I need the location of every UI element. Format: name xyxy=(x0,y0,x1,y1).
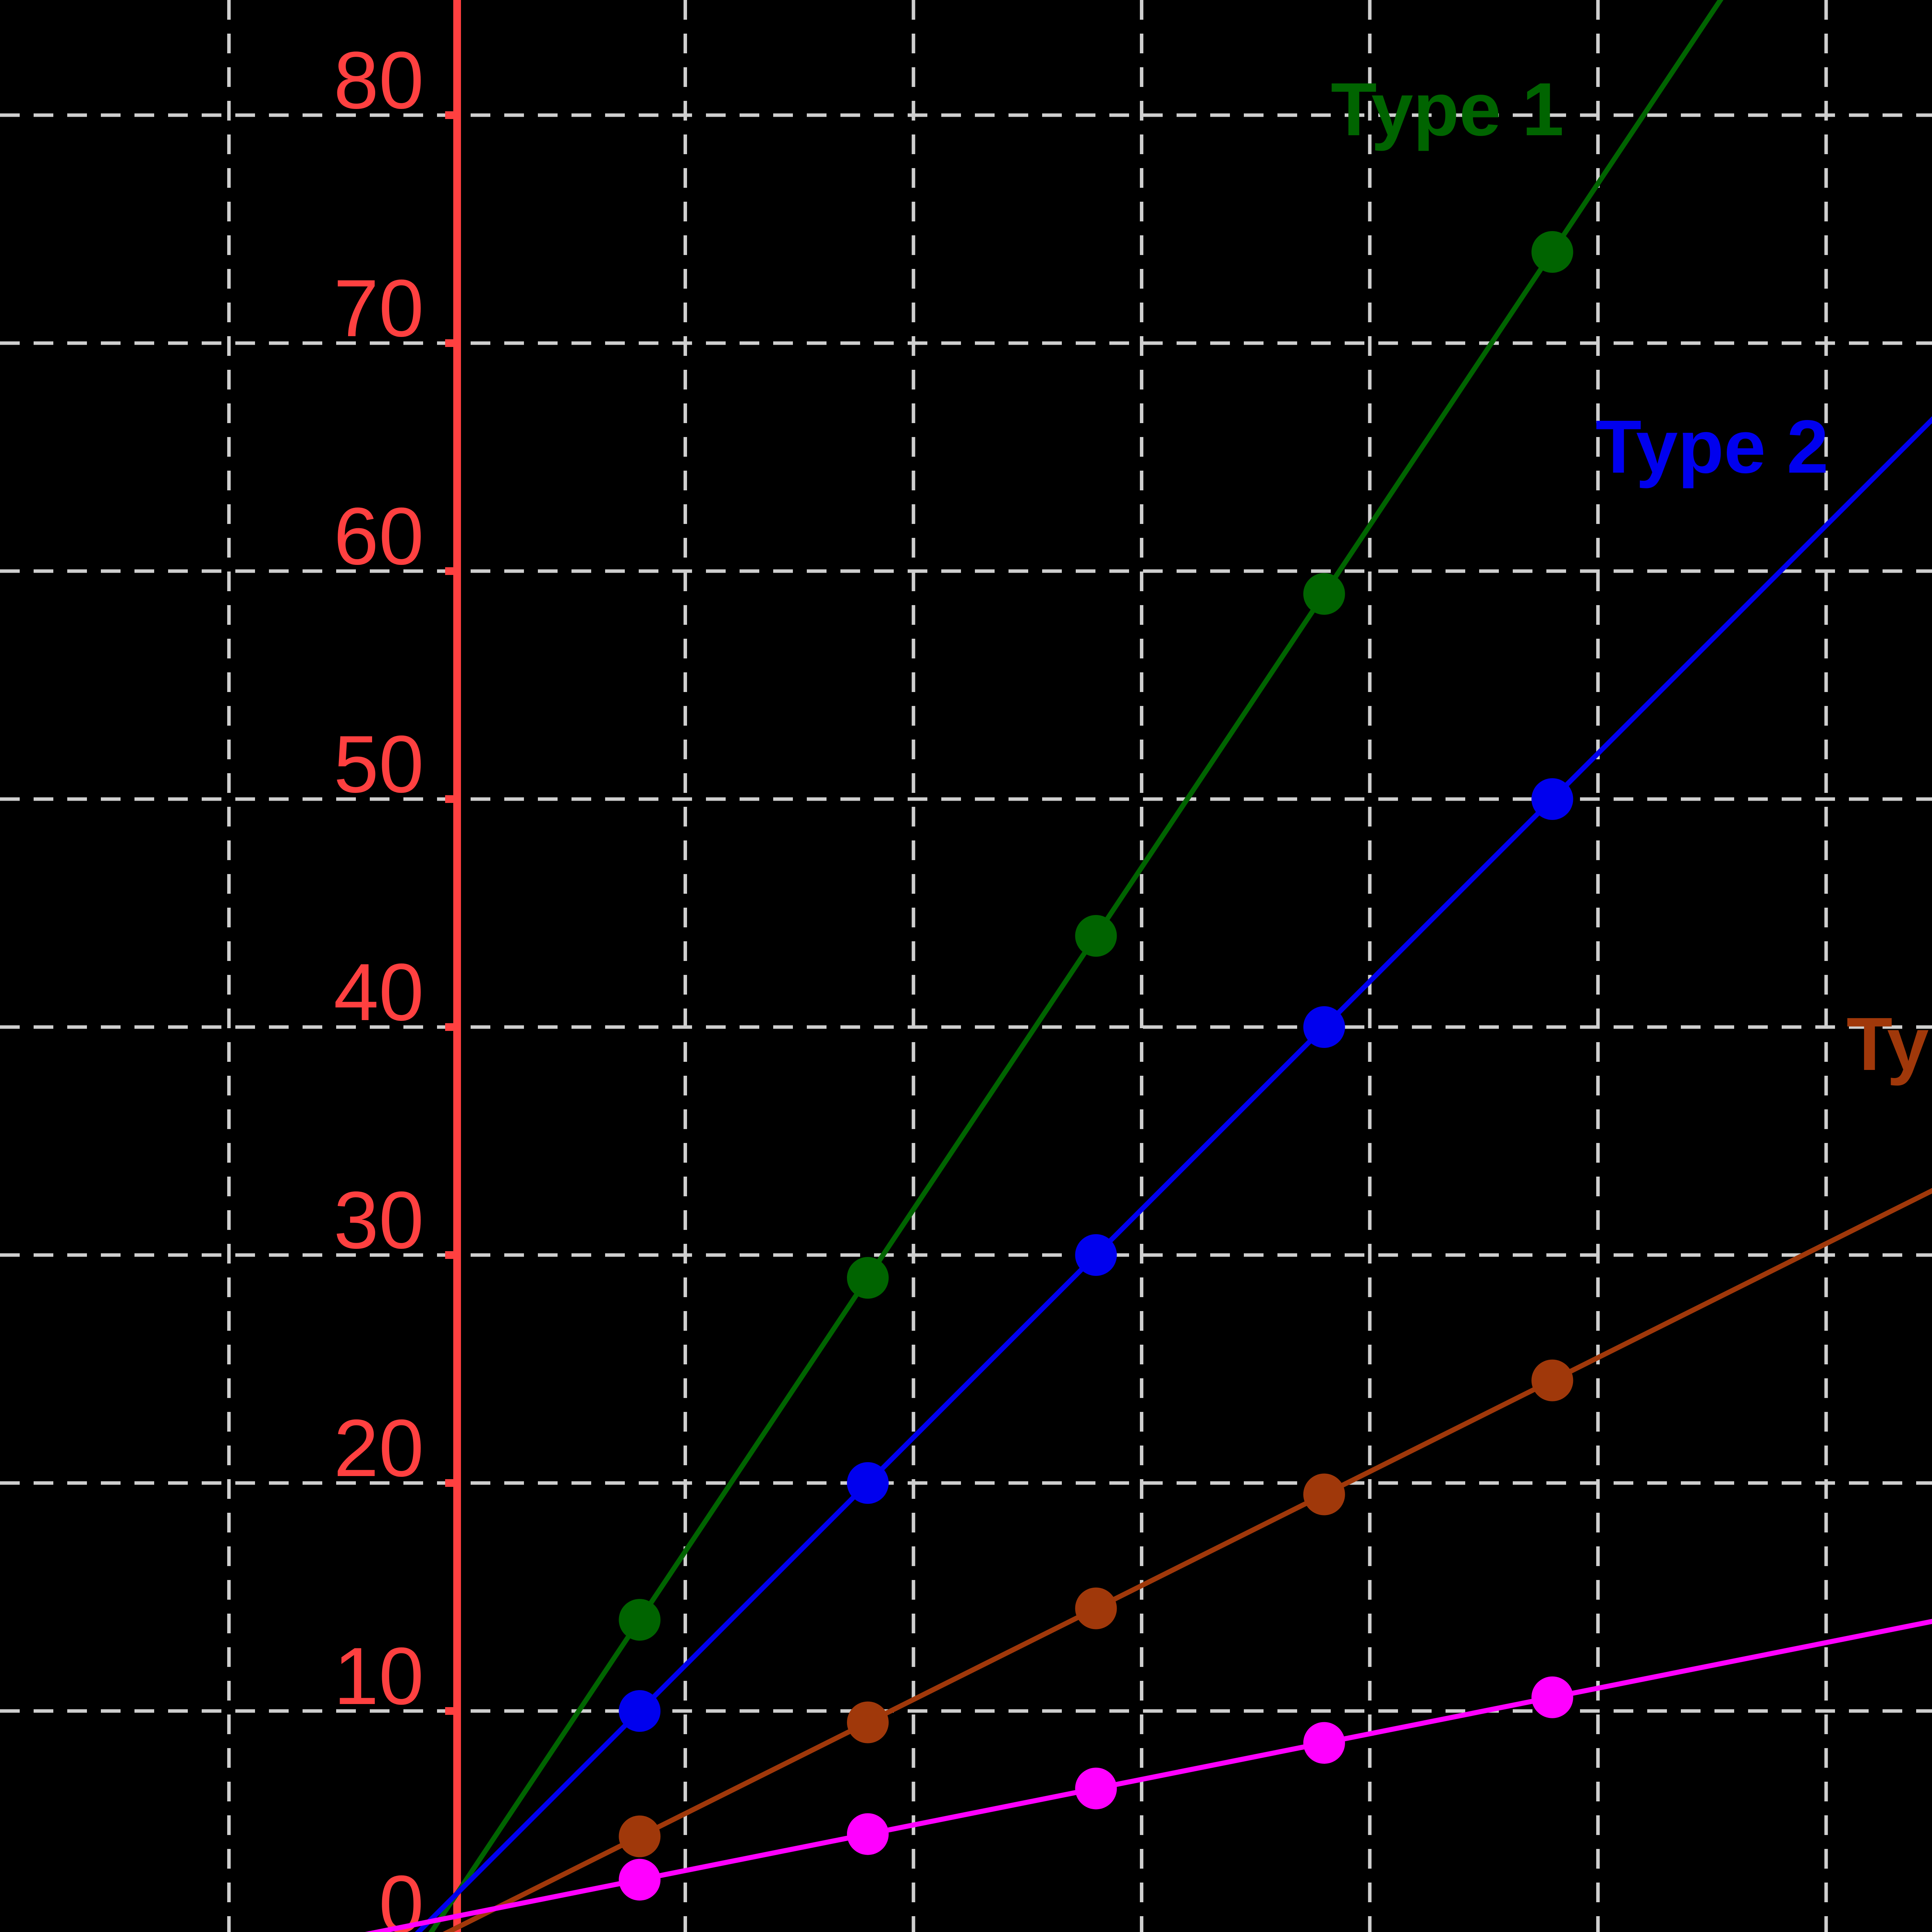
svg-text:40: 40 xyxy=(333,947,424,1037)
svg-text:20: 20 xyxy=(333,1403,424,1493)
svg-text:30: 30 xyxy=(333,1175,424,1265)
svg-text:70: 70 xyxy=(333,263,424,354)
svg-text:0: 0 xyxy=(379,1859,424,1932)
svg-text:Type 3: Type 3 xyxy=(1847,1002,1932,1086)
svg-text:10: 10 xyxy=(333,1631,424,1721)
svg-text:60: 60 xyxy=(333,491,424,582)
svg-text:50: 50 xyxy=(333,719,424,810)
svg-text:80: 80 xyxy=(333,35,424,126)
svg-text:Type 2: Type 2 xyxy=(1595,405,1828,489)
svg-text:Type 1: Type 1 xyxy=(1331,67,1564,151)
